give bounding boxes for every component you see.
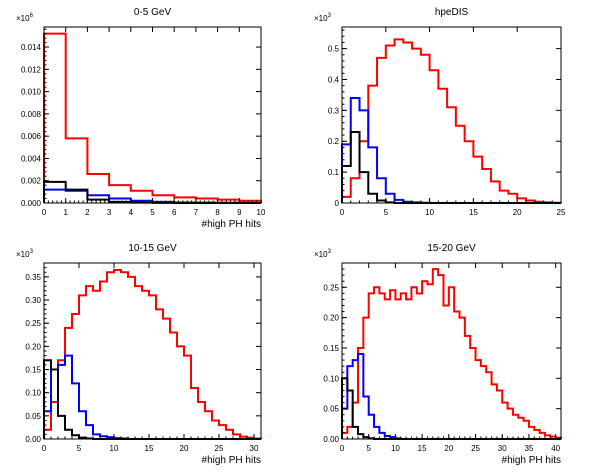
plot-frame — [43, 262, 262, 440]
y-tick-label: 0.10 — [323, 374, 339, 383]
x-tick-label: 3 — [107, 208, 112, 217]
chart-panel-2: hpeDIS ×103 0 5 10 15 20 25 0 0.1 0.2 0.3 0.4 0.5 — [314, 7, 566, 217]
y-tick-label: 0.20 — [323, 314, 339, 323]
y-multiplier-base: ×10 — [16, 250, 30, 259]
y-multiplier-exponent: 3 — [328, 13, 332, 19]
x-tick-label: 15 — [145, 444, 154, 453]
x-tick-label: 10 — [110, 444, 119, 453]
y-tick-label: 0.5 — [328, 45, 340, 54]
y-tick-label: 0.004 — [21, 154, 42, 163]
x-tick-label: 7 — [194, 208, 199, 217]
series-1-line — [43, 268, 262, 440]
y-multiplier: ×103 — [16, 249, 34, 259]
y-tick-label: 0.014 — [21, 43, 42, 52]
x-tick-label: 0 — [42, 444, 47, 453]
chart-title: hpeDIS — [435, 7, 469, 18]
y-tick-label: 0.012 — [21, 65, 42, 74]
y-tick-label: 0.3 — [328, 106, 340, 115]
plot-frame — [43, 26, 262, 204]
y-tick-label: 0.2 — [328, 137, 340, 146]
series-1-line — [341, 38, 562, 204]
series-3-line — [341, 130, 561, 204]
y-tick-label: 0.25 — [323, 283, 339, 292]
y-multiplier-base: ×10 — [16, 14, 30, 23]
series-1-line — [341, 268, 562, 439]
x-tick-label: 5 — [384, 208, 389, 217]
chart-title: 0-5 GeV — [134, 7, 172, 18]
y-tick-label: 0.00 — [25, 435, 41, 444]
series-2-line — [43, 354, 261, 440]
x-tick-label: 25 — [557, 208, 566, 217]
y-tick-label: 0.010 — [21, 88, 42, 97]
series-1-line — [43, 32, 262, 203]
y-tick-label: 0.4 — [328, 75, 340, 84]
y-tick-label: 0.15 — [25, 366, 41, 375]
y-multiplier: ×103 — [314, 249, 332, 259]
y-tick-label: 0.25 — [25, 319, 41, 328]
y-multiplier-base: ×10 — [314, 250, 328, 259]
x-tick-label: 4 — [129, 208, 134, 217]
y-tick-label: 0.05 — [25, 412, 41, 421]
x-tick-label: 6 — [172, 208, 177, 217]
x-tick-label: 20 — [513, 208, 522, 217]
x-tick-label: 10 — [391, 444, 400, 453]
y-tick-label: 0.35 — [25, 273, 41, 282]
x-tick-label: 40 — [551, 444, 560, 453]
y-tick-label: 0.30 — [25, 296, 41, 305]
x-tick-label: 20 — [444, 444, 453, 453]
y-tick-label: 0.20 — [25, 342, 41, 351]
y-tick-label: 0.000 — [21, 199, 42, 208]
y-multiplier: ×106 — [16, 13, 34, 23]
x-tick-label: 35 — [524, 444, 533, 453]
x-tick-label: 25 — [215, 444, 224, 453]
x-tick-label: 9 — [237, 208, 242, 217]
series-3-line — [43, 359, 261, 440]
x-tick-label: 30 — [498, 444, 507, 453]
x-tick-label: 10 — [257, 208, 266, 217]
x-tick-label: 25 — [471, 444, 480, 453]
x-tick-label: 15 — [469, 208, 478, 217]
x-tick-label: 1 — [63, 208, 68, 217]
x-axis-label: #high PH hits — [202, 219, 261, 230]
y-multiplier-exponent: 6 — [30, 13, 34, 19]
x-tick-label: 8 — [215, 208, 220, 217]
x-tick-label: 15 — [418, 444, 427, 453]
y-multiplier-exponent: 3 — [30, 249, 34, 255]
y-multiplier-exponent: 3 — [328, 249, 332, 255]
x-axis-label: #high PH hits — [502, 455, 561, 466]
y-tick-label: 0.05 — [323, 405, 339, 414]
y-tick-label: 0.00 — [323, 435, 339, 444]
x-tick-label: 5 — [77, 444, 82, 453]
x-tick-label: 2 — [85, 208, 90, 217]
y-tick-label: 0.006 — [21, 132, 42, 141]
x-tick-label: 0 — [340, 208, 345, 217]
y-tick-label: 0.008 — [21, 110, 42, 119]
y-tick-label: 0.002 — [21, 177, 42, 186]
x-tick-label: 10 — [425, 208, 434, 217]
x-tick-label: 20 — [180, 444, 189, 453]
y-tick-label: 0 — [335, 199, 340, 208]
x-tick-label: 5 — [150, 208, 155, 217]
x-tick-label: 0 — [340, 444, 345, 453]
plot-frame — [341, 26, 562, 204]
plot-frame — [341, 262, 562, 440]
y-tick-label: 0.1 — [328, 168, 340, 177]
x-tick-label: 0 — [42, 208, 47, 217]
series-2-line — [341, 97, 561, 204]
x-tick-label: 5 — [366, 444, 371, 453]
y-multiplier: ×103 — [314, 13, 332, 23]
x-axis-label: #high PH hits — [202, 455, 261, 466]
x-tick-label: 30 — [250, 444, 259, 453]
y-tick-label: 0.15 — [323, 344, 339, 353]
series-3-line — [341, 377, 561, 440]
chart-title: 15-20 GeV — [427, 243, 476, 254]
chart-title: 10-15 GeV — [128, 243, 177, 254]
y-tick-label: 0.10 — [25, 389, 41, 398]
y-multiplier-base: ×10 — [314, 14, 328, 23]
